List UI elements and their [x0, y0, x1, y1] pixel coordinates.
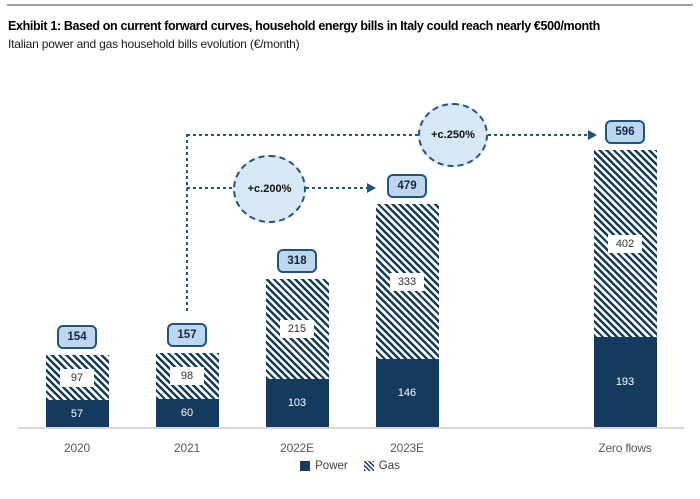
gas-value-label: 333	[390, 272, 424, 291]
x-axis-line	[18, 427, 684, 429]
exhibit-title: Exhibit 1: Based on current forward curv…	[8, 19, 600, 33]
x-axis-label: 2023E	[390, 441, 424, 455]
gas-value-label: 215	[280, 320, 314, 338]
total-value-label: 479	[387, 174, 427, 198]
annotation-label-200: +c.200%	[247, 183, 292, 195]
power-bar-segment: 193	[593, 337, 657, 427]
total-value-label: 154	[57, 325, 97, 349]
gas-value-label: 402	[608, 234, 642, 253]
power-swatch-icon	[300, 461, 311, 471]
total-value-label: 157	[167, 323, 207, 347]
power-bar-segment: 146	[375, 359, 439, 427]
chart-legend: Power Gas	[0, 458, 700, 474]
power-bar-segment: 103	[265, 379, 329, 427]
power-bar-segment: 57	[45, 400, 109, 427]
x-axis-label: Zero flows	[598, 441, 652, 455]
arrow-head-200-icon	[367, 183, 376, 193]
legend-label: Power	[315, 460, 348, 472]
power-bar-segment: 60	[155, 399, 219, 427]
gas-swatch-icon	[363, 461, 374, 471]
connector-mid-line	[187, 187, 233, 189]
legend-item-power: Power	[300, 460, 348, 472]
annotation-label-250: +c.250%	[431, 129, 475, 141]
arrow-line-200	[306, 187, 367, 189]
legend-label: Gas	[378, 460, 400, 472]
gas-value-label: 97	[60, 368, 94, 387]
arrow-line-250	[488, 134, 588, 136]
x-axis-label: 2020	[64, 441, 90, 455]
arrow-head-250-icon	[588, 130, 597, 140]
total-value-label: 318	[277, 249, 317, 273]
connector-vertical-line	[186, 134, 188, 314]
annotation-circle-250: +c.250%	[418, 103, 488, 167]
exhibit-subtitle: Italian power and gas household bills ev…	[8, 37, 300, 51]
gas-value-label: 98	[170, 367, 204, 385]
x-axis-label: 2021	[174, 441, 200, 455]
x-axis-label: 2022E	[280, 441, 314, 455]
annotation-circle-200: +c.200%	[233, 155, 306, 223]
top-divider	[7, 4, 693, 6]
total-value-label: 596	[605, 120, 645, 144]
legend-item-gas: Gas	[363, 460, 400, 472]
connector-top-line	[187, 134, 418, 136]
